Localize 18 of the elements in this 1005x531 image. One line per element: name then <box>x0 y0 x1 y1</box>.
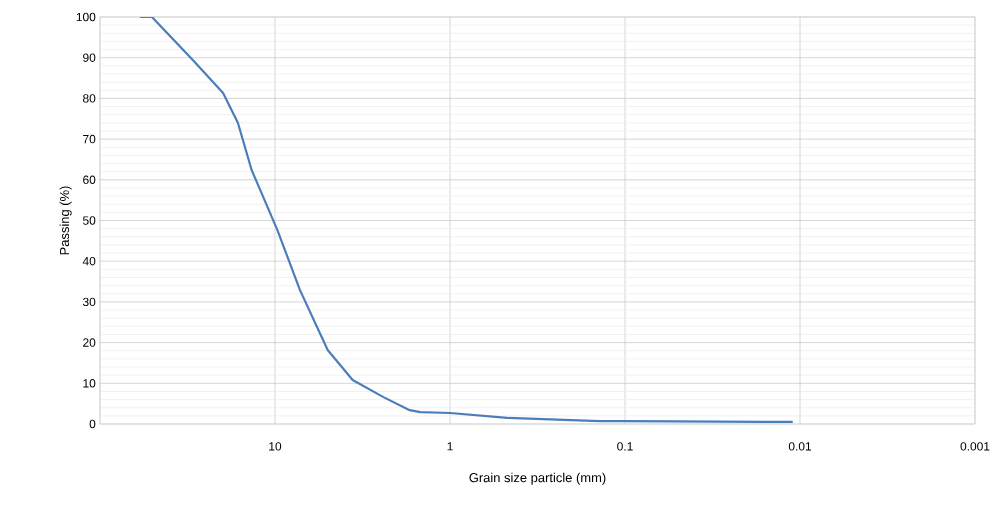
y-tick-label: 40 <box>82 256 96 266</box>
y-tick-label: 50 <box>83 216 96 225</box>
y-tick-label: 90 <box>83 53 96 62</box>
x-tick-label: 10 <box>269 442 282 451</box>
y-tick-label: 100 <box>76 12 96 22</box>
y-tick-label: 70 <box>83 134 96 144</box>
y-tick-label: 20 <box>83 338 96 347</box>
y-tick-label: 10 <box>83 379 96 388</box>
x-tick-label: 1 <box>447 442 453 451</box>
y-tick-label: 60 <box>83 175 96 185</box>
y-tick-label: 30 <box>82 297 96 307</box>
y-tick-label: 0 <box>89 419 96 429</box>
y-tick-label: 80 <box>83 94 96 103</box>
x-tick-label: 0.01 <box>788 442 812 451</box>
x-tick-label: 0.001 <box>960 442 990 451</box>
x-tick-label: 0.1 <box>617 442 633 451</box>
x-axis-title: Grain size particle (mm) <box>469 472 606 485</box>
y-axis-title: Passing (%) <box>59 186 72 255</box>
